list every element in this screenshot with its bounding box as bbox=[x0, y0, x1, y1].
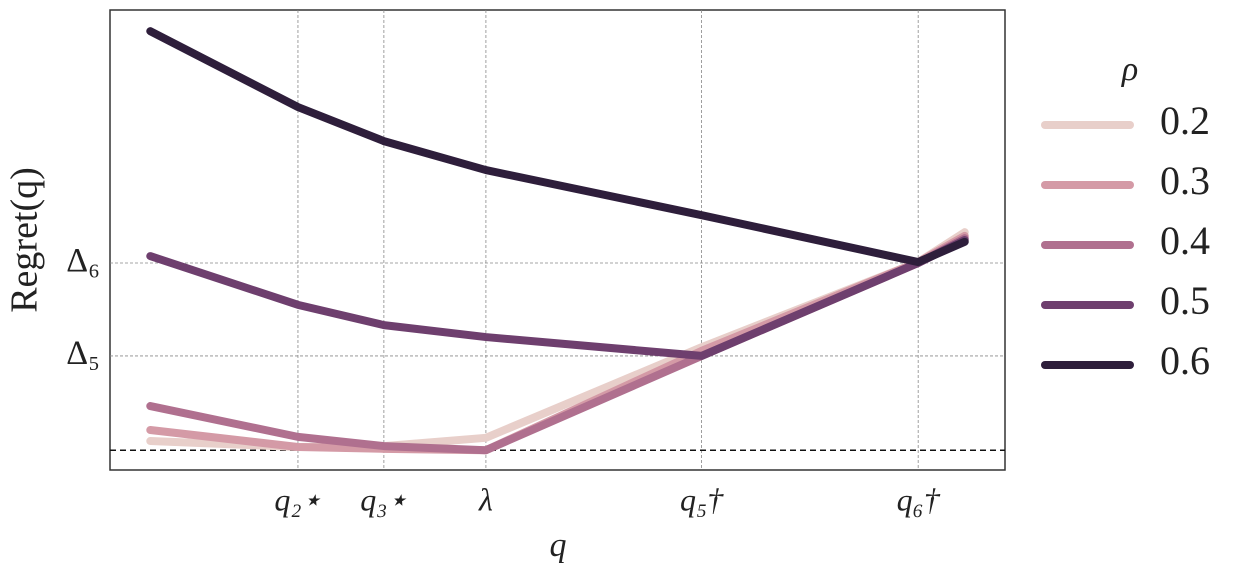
legend-label: 0.4 bbox=[1160, 218, 1210, 263]
legend-label: 0.5 bbox=[1160, 278, 1210, 323]
legend-label: 0.2 bbox=[1160, 98, 1210, 143]
x-tick-label: λ bbox=[478, 481, 493, 517]
x-tick-label: q₂⋆ bbox=[274, 481, 321, 517]
x-tick-label: q₃⋆ bbox=[360, 481, 407, 517]
series-line bbox=[146, 236, 969, 360]
legend-label: 0.3 bbox=[1160, 158, 1210, 203]
legend-title: ρ bbox=[1121, 51, 1138, 88]
x-axis-label: q bbox=[550, 527, 567, 564]
x-tick-label: q₅† bbox=[680, 481, 724, 517]
y-axis-label: Regret(q) bbox=[4, 167, 46, 313]
series-line bbox=[146, 27, 969, 267]
y-tick-label: Δ₆ bbox=[66, 242, 100, 279]
plot-frame bbox=[109, 9, 1006, 471]
legend-label: 0.6 bbox=[1160, 338, 1210, 383]
y-tick-label: Δ₅ bbox=[66, 335, 100, 372]
x-tick-label: q₆† bbox=[897, 481, 941, 517]
